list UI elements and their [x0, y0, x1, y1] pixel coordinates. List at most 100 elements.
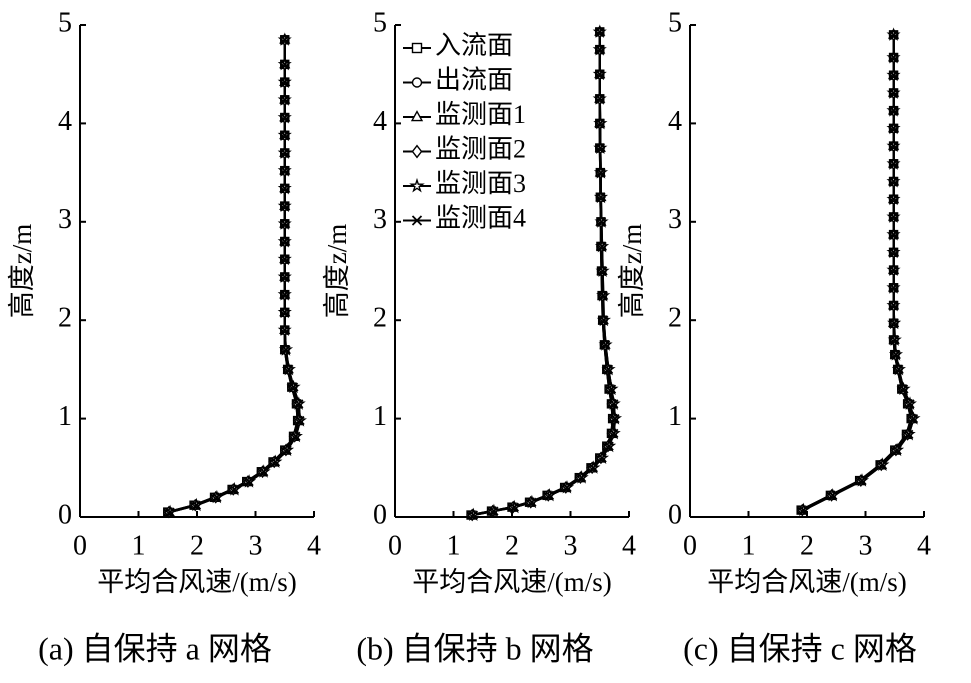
- y-tick-label: 5: [373, 7, 387, 38]
- x-tick-label: 0: [73, 530, 87, 561]
- legend-label: 监测面3: [435, 169, 526, 198]
- y-tick-label: 2: [373, 303, 387, 334]
- marker: [888, 88, 899, 98]
- marker: [905, 399, 915, 409]
- marker: [295, 415, 305, 426]
- marker: [259, 467, 269, 477]
- panel: 0 1 2 3 4 5 0 1 2 3 4 平均合风速/(m/s) 高度z/m (a) 自保持 a 网格: [7, 7, 321, 666]
- marker: [281, 345, 291, 355]
- marker: [597, 453, 607, 463]
- marker: [282, 445, 292, 455]
- marker: [280, 201, 290, 211]
- x-tick-label: 3: [859, 530, 873, 561]
- marker: [576, 473, 587, 483]
- x-tick-label: 1: [742, 530, 756, 561]
- x-tick-label: 3: [249, 530, 263, 561]
- marker: [597, 241, 607, 252]
- marker: [598, 290, 608, 301]
- marker: [603, 364, 614, 375]
- legend-marker: [410, 110, 424, 122]
- x-tick-label: 4: [622, 530, 636, 561]
- marker: [280, 254, 290, 264]
- marker: [595, 27, 605, 37]
- marker: [280, 59, 290, 69]
- marker: [596, 192, 606, 202]
- marker: [890, 335, 900, 345]
- x-tick-label: 1: [447, 530, 461, 561]
- marker: [280, 325, 290, 335]
- y-tick-label: 0: [373, 499, 387, 530]
- marker: [888, 212, 899, 222]
- marker: [609, 428, 619, 438]
- marker: [888, 30, 899, 40]
- marker: [468, 510, 479, 520]
- y-tick-label: 0: [58, 499, 72, 530]
- marker: [888, 300, 899, 311]
- marker: [489, 506, 499, 516]
- marker: [596, 167, 606, 178]
- marker: [527, 497, 537, 507]
- marker: [908, 413, 919, 424]
- legend-label: 监测面2: [435, 134, 526, 163]
- marker: [280, 95, 290, 105]
- marker: [244, 476, 254, 487]
- marker: [888, 194, 899, 204]
- marker: [888, 247, 899, 257]
- y-axis-label: 高度z/m: [617, 224, 647, 319]
- y-axis-label: 高度z/m: [322, 224, 352, 319]
- marker: [828, 490, 838, 500]
- x-tick-label: 4: [307, 530, 321, 561]
- marker: [609, 399, 619, 409]
- caption: (a) 自保持 a 网格: [38, 630, 272, 666]
- marker: [294, 399, 304, 409]
- marker: [598, 266, 608, 276]
- marker: [596, 217, 607, 227]
- y-tick-label: 5: [58, 7, 72, 38]
- marker: [280, 272, 290, 282]
- marker: [280, 183, 290, 193]
- marker: [888, 123, 899, 133]
- series-line: [168, 39, 300, 514]
- y-tick-label: 2: [58, 303, 72, 334]
- marker: [888, 70, 899, 80]
- marker: [606, 384, 617, 394]
- x-tick-label: 2: [505, 530, 519, 561]
- marker: [280, 236, 290, 247]
- legend-marker: [409, 177, 425, 193]
- x-axis-label: 平均合风速/(m/s): [97, 567, 297, 597]
- marker: [509, 502, 519, 512]
- marker: [595, 44, 605, 55]
- legend-label: 出流面: [435, 65, 513, 94]
- y-tick-label: 4: [58, 106, 72, 137]
- marker: [600, 340, 611, 350]
- marker: [888, 265, 899, 275]
- marker: [165, 507, 175, 517]
- x-tick-label: 2: [190, 530, 204, 561]
- marker: [892, 445, 902, 455]
- y-tick-label: 4: [373, 106, 387, 137]
- marker: [894, 364, 904, 375]
- marker: [191, 500, 202, 510]
- marker: [280, 165, 290, 176]
- marker: [595, 118, 605, 129]
- marker: [588, 463, 598, 473]
- marker: [904, 429, 914, 439]
- x-axis-label: 平均合风速/(m/s): [707, 567, 907, 597]
- y-tick-label: 0: [668, 499, 682, 530]
- marker: [888, 52, 899, 63]
- marker: [798, 505, 809, 515]
- y-tick-label: 1: [58, 401, 72, 432]
- x-tick-label: 0: [388, 530, 402, 561]
- series-line: [167, 39, 299, 514]
- panel: 0 1 2 3 4 5 0 1 2 3 4 平均合风速/(m/s) 高度z/m (c) 自保持 c 网格: [617, 7, 931, 666]
- marker: [229, 484, 240, 495]
- marker: [888, 283, 899, 293]
- x-tick-label: 0: [683, 530, 697, 561]
- series-line: [167, 39, 299, 514]
- marker: [280, 112, 290, 123]
- y-tick-label: 4: [668, 106, 682, 137]
- marker: [595, 143, 605, 153]
- marker: [888, 229, 899, 240]
- marker: [544, 490, 555, 500]
- y-axis-label: 高度z/m: [7, 224, 37, 319]
